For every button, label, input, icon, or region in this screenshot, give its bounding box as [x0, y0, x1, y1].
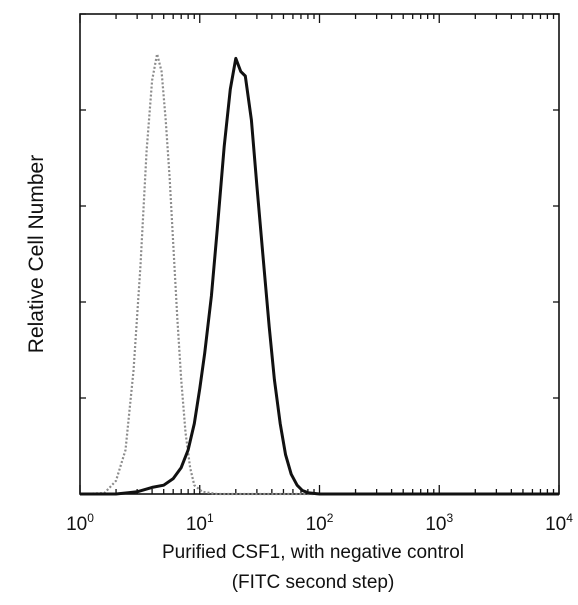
plot-frame	[79, 13, 560, 495]
x-axis-title-line2: (FITC second step)	[232, 572, 395, 593]
x-tick-label: 104	[545, 511, 573, 535]
x-tick-label: 100	[66, 511, 94, 535]
x-axis-title: Purified CSF1, with negative control	[162, 542, 464, 563]
x-tick-label: 103	[425, 511, 453, 535]
series-negative-control-line	[79, 52, 559, 496]
x-tick-labels: 100 101 102 103 104	[66, 511, 573, 535]
series-csf1-line	[80, 56, 559, 496]
series-layer	[79, 52, 559, 496]
y-axis-ticks	[80, 13, 559, 399]
x-axis-ticks	[79, 14, 560, 494]
x-tick-label: 101	[186, 511, 214, 535]
x-tick-label: 102	[306, 511, 334, 535]
y-axis-title: Relative Cell Number	[25, 155, 48, 353]
